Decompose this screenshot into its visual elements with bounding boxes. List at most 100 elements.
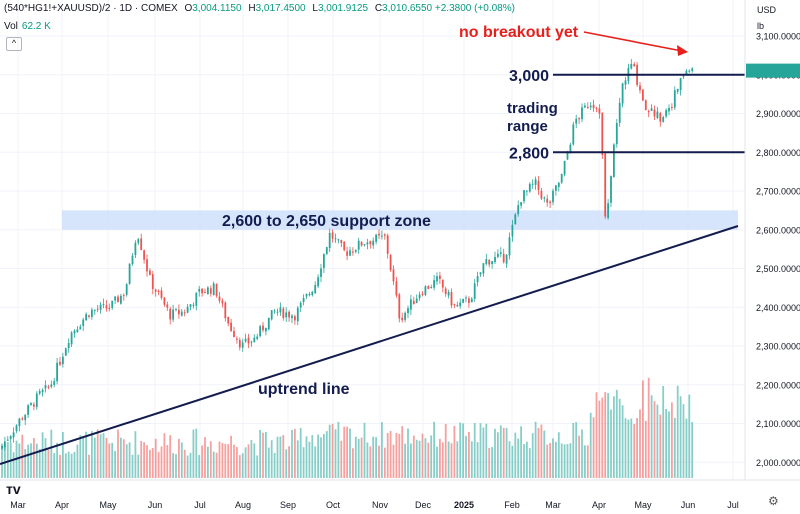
candle-body xyxy=(546,198,549,203)
candle-body xyxy=(470,298,473,303)
candle-body xyxy=(96,308,99,310)
candle-body xyxy=(183,312,186,314)
candle-body xyxy=(621,83,624,104)
volume-bar xyxy=(557,432,560,478)
candle-body xyxy=(563,160,566,175)
candle-body xyxy=(143,250,145,260)
volume-bar xyxy=(459,422,462,478)
volume-bar xyxy=(540,424,543,478)
symbol-title[interactable]: (540*HG1!+XAUUSD)/2 · 1D · COMEX xyxy=(4,3,178,14)
price-axis[interactable]: 3,100.00003,000.00002,900.00002,800.0000… xyxy=(746,32,800,468)
volume-bar xyxy=(369,446,372,478)
candle-body xyxy=(198,289,201,292)
collapse-legend-button[interactable]: ^ xyxy=(6,37,22,51)
candle-body xyxy=(688,70,691,72)
volume-bar xyxy=(233,444,235,478)
time-axis[interactable]: Mar Apr May Jun Jul Aug Sep Oct Nov Dec 2025 Feb Mar… xyxy=(10,500,739,510)
volume-bar xyxy=(334,429,337,478)
uptrend-line xyxy=(0,225,739,465)
candle-body xyxy=(279,307,282,313)
candle-body xyxy=(62,356,64,364)
gear-icon[interactable]: ⚙ xyxy=(768,494,779,508)
volume-bar xyxy=(430,435,433,478)
candle-body xyxy=(372,240,375,246)
range-label-2: range xyxy=(507,118,548,135)
candle-body xyxy=(134,242,137,255)
candle-body xyxy=(218,296,221,301)
candle-body xyxy=(378,233,380,236)
tradingview-logo-icon[interactable]: ᴛᴠ xyxy=(6,481,21,497)
candle-body xyxy=(644,100,647,111)
candle-body xyxy=(398,294,401,319)
time-tick-label: May xyxy=(99,500,117,510)
volume-bar xyxy=(183,449,186,478)
candle-body xyxy=(325,247,328,255)
volume-bar xyxy=(421,433,424,478)
volume-bar xyxy=(50,429,53,478)
volume-bar xyxy=(465,435,467,478)
candle-body xyxy=(241,342,244,348)
volume-bar xyxy=(53,453,56,478)
candle-body xyxy=(204,291,206,293)
candle-body xyxy=(676,88,679,92)
volume-bar xyxy=(668,411,670,478)
candle-body xyxy=(238,339,241,348)
volume-bar xyxy=(572,422,575,478)
candle-body xyxy=(360,241,363,246)
volume-bar xyxy=(218,441,221,478)
candle-body xyxy=(639,85,641,91)
volume-bar xyxy=(549,442,551,478)
candle-body xyxy=(656,111,659,118)
volume-bar xyxy=(270,440,273,478)
candle-body xyxy=(444,288,447,295)
volume-bar xyxy=(546,444,549,478)
candle-body xyxy=(215,283,218,296)
candle-body xyxy=(120,295,122,304)
volume-bar xyxy=(627,419,630,478)
volume-bar xyxy=(343,426,346,478)
volume-bar xyxy=(247,444,250,478)
volume-bar xyxy=(267,447,270,478)
candle-body xyxy=(157,291,160,293)
volume-bar xyxy=(386,432,389,478)
volume-bar xyxy=(259,429,261,478)
time-tick-label: Oct xyxy=(326,500,341,510)
volume-bar xyxy=(427,442,430,478)
volume-bar xyxy=(671,402,673,478)
volume-bar xyxy=(653,401,656,478)
candle-body xyxy=(598,108,601,114)
volume-bar xyxy=(473,423,476,478)
volume-bar xyxy=(227,444,230,478)
candle-body xyxy=(178,309,180,315)
volume-bar xyxy=(85,431,87,478)
candle-body xyxy=(24,414,27,421)
volume-bar xyxy=(314,446,317,478)
volume-bar xyxy=(169,435,172,478)
volume-bar xyxy=(91,431,93,478)
volume-bar xyxy=(30,443,32,478)
volume-bar xyxy=(584,445,586,478)
volume-bar xyxy=(273,452,276,478)
volume-bar xyxy=(404,443,406,478)
candle-body xyxy=(520,202,522,206)
high-value: 3,017.4500 xyxy=(255,3,306,14)
price-tick-label: 2,800.0000 xyxy=(756,148,800,158)
volume-bar xyxy=(299,428,302,478)
unit-label[interactable]: lb xyxy=(757,21,765,31)
volume-bar xyxy=(517,438,520,478)
volume-bar xyxy=(1,443,3,478)
candle-body xyxy=(468,298,470,303)
candle-body xyxy=(221,300,224,304)
candle-body xyxy=(282,308,285,318)
candle-body xyxy=(259,326,261,337)
volume-bar xyxy=(366,442,369,478)
volume-bar xyxy=(662,386,665,478)
volume-bar xyxy=(143,442,145,478)
volume-bar xyxy=(166,445,169,478)
candle-body xyxy=(569,144,572,154)
volume-bar xyxy=(282,435,285,478)
currency-label[interactable]: USD xyxy=(757,5,777,15)
candle-body xyxy=(410,299,412,310)
volume-bar xyxy=(82,436,85,478)
